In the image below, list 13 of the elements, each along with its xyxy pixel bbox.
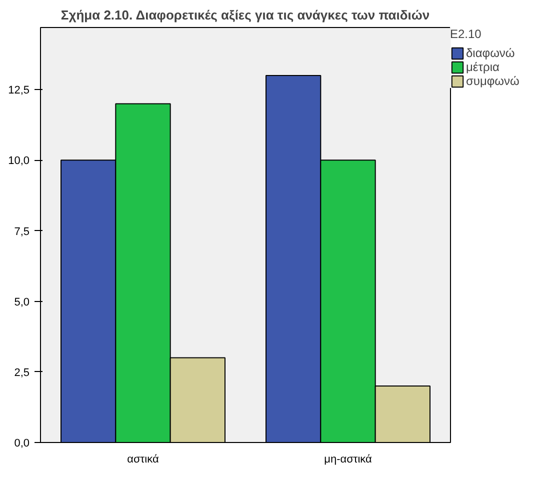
legend-label: συμφωνώ xyxy=(466,74,520,88)
y-tick-label: 0,0 xyxy=(14,438,30,450)
chart-title: Σχήμα 2.10. Διαφορετικές αξίες για τις ανάγκες των παιδιών xyxy=(60,8,430,22)
y-tick-label: 12,5 xyxy=(8,84,30,97)
y-tick-label: 10,0 xyxy=(8,155,30,168)
legend-title: E2.10 xyxy=(450,27,482,41)
y-tick-label: 2,5 xyxy=(14,366,30,379)
y-tick-label: 5,0 xyxy=(14,296,30,308)
y-tick-label: 7,5 xyxy=(14,226,30,238)
legend-label: διαφωνώ xyxy=(466,46,515,60)
legend-label: μέτρια xyxy=(466,60,500,74)
x-tick-label: αστικά xyxy=(127,454,160,466)
x-tick-label: μη-αστικά xyxy=(324,454,373,466)
